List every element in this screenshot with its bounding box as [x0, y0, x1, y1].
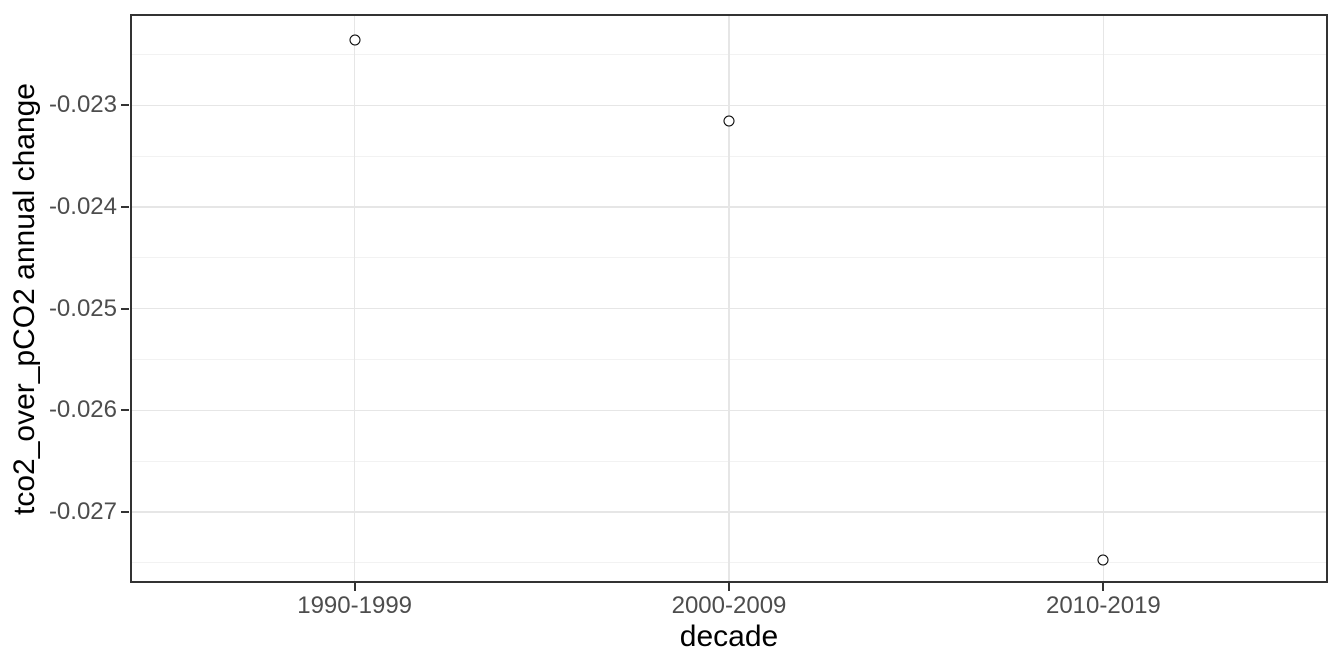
x-axis-tick — [1102, 583, 1105, 591]
y-tick-label: -0.026 — [48, 396, 117, 424]
y-tick-label: -0.024 — [48, 193, 117, 221]
y-tick-label: -0.025 — [48, 294, 117, 322]
gridline-major-vertical — [728, 14, 730, 583]
plot-panel — [130, 14, 1328, 583]
y-tick-label: -0.023 — [48, 91, 117, 119]
y-axis-tick — [121, 206, 129, 209]
x-tick-label: 2000-2009 — [671, 592, 787, 619]
x-axis-title: decade — [679, 620, 779, 653]
y-axis-tick — [121, 307, 129, 310]
y-axis-tick — [121, 510, 129, 513]
gridline-major-vertical — [353, 14, 356, 583]
y-axis-tick — [121, 409, 129, 412]
x-tick-label: 1990-1999 — [297, 592, 413, 619]
gridline-major-vertical — [1102, 14, 1105, 583]
x-axis-tick — [353, 583, 356, 591]
x-tick-label: 2010-2019 — [1045, 592, 1161, 619]
data-point — [723, 115, 735, 127]
x-axis-tick — [728, 583, 730, 591]
data-point — [1097, 554, 1109, 566]
y-axis-tick — [121, 104, 129, 107]
data-point — [349, 34, 361, 46]
y-tick-label: -0.027 — [48, 497, 117, 525]
